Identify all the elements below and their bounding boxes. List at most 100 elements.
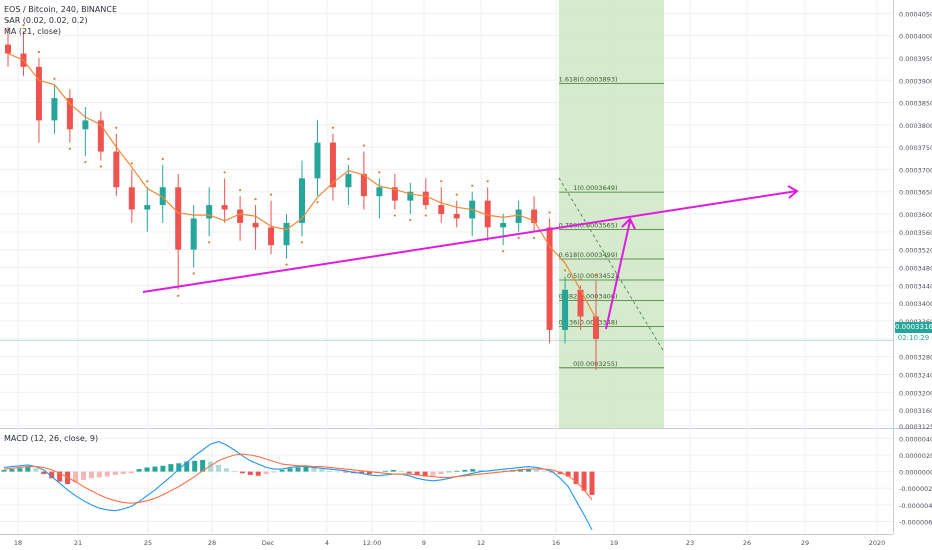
macd-histogram-bar <box>390 469 396 472</box>
price-tick-label: 0.0003800 <box>899 122 932 130</box>
macd-histogram-bar <box>49 471 55 479</box>
macd-histogram-bar <box>525 469 531 472</box>
macd-histogram-bar <box>359 471 365 474</box>
sar-dot <box>594 273 598 276</box>
macd-tick-label: 0.0000040 <box>899 435 932 443</box>
macd-histogram-bar <box>25 466 31 472</box>
macd-histogram-bar <box>343 471 349 473</box>
macd-histogram-bar <box>184 461 190 472</box>
time-tick-label: 12:00 <box>363 539 382 547</box>
macd-histogram-bar <box>33 468 39 472</box>
macd-histogram-bar <box>446 471 452 473</box>
signal-line <box>3 453 593 504</box>
macd-histogram-bar <box>80 471 86 480</box>
macd-histogram-bar <box>295 467 301 472</box>
macd-histogram-bar <box>311 467 317 472</box>
macd-histogram-bar <box>223 468 229 472</box>
candle-body <box>175 187 182 250</box>
macd-histogram-bar <box>581 471 587 491</box>
candle-body <box>515 209 522 223</box>
price-tick-label: 0.0003440 <box>899 282 932 290</box>
sar-dot <box>517 236 520 239</box>
candle-body <box>82 120 89 130</box>
candle-body <box>577 289 584 317</box>
sar-dot <box>347 157 350 161</box>
time-tick-label: 16 <box>552 539 560 547</box>
candle-body <box>144 205 151 210</box>
sar-dot <box>84 160 87 164</box>
candle-body <box>128 187 135 210</box>
macd-legend: MACD (12, 26, close, 9) <box>4 433 98 444</box>
macd-histogram-bar <box>160 465 166 472</box>
sar-dot <box>300 241 304 244</box>
sar-dot <box>502 250 505 253</box>
fib-dashed-line <box>558 177 665 353</box>
candle-body <box>283 222 290 246</box>
macd-histogram-bar <box>335 471 341 473</box>
macd-histogram-bar <box>208 461 214 472</box>
projection-arrowhead <box>621 217 636 230</box>
macd-histogram-bar <box>382 470 388 472</box>
ma-legend[interactable]: MA (21, close) <box>4 27 62 36</box>
macd-histogram-bar <box>478 469 484 472</box>
macd-histogram-bar <box>73 471 79 483</box>
macd-histogram-bar <box>128 471 134 474</box>
price-tick-label: 0.0003950 <box>899 55 932 63</box>
price-tick-label: 0.0003600 <box>899 211 932 219</box>
macd-histogram-bar <box>247 471 253 475</box>
macd-histogram-bar <box>462 469 468 472</box>
price-tick-label: 0.0003560 <box>899 229 932 237</box>
price-tick-label: 0.0003900 <box>899 77 932 85</box>
time-tick-label: 25 <box>144 539 152 547</box>
macd-histogram-bar <box>573 471 579 485</box>
macd-histogram-bar <box>279 469 285 472</box>
macd-histogram-bar <box>367 471 373 475</box>
macd-histogram-bar <box>112 471 118 475</box>
candle-body <box>221 205 228 210</box>
candle-body <box>51 98 58 121</box>
candle-body <box>268 227 275 246</box>
candle-body <box>531 209 538 223</box>
sar-dot <box>22 24 25 27</box>
sar-dot <box>316 201 319 204</box>
candle-body <box>593 316 599 339</box>
time-tick-label: 12 <box>477 539 485 547</box>
fib-level-label: 0(0.0003255) <box>573 360 617 368</box>
sar-dot <box>223 171 226 174</box>
candle-body <box>484 200 491 228</box>
sar-dot <box>6 19 10 22</box>
sar-dot <box>192 272 195 275</box>
macd-histogram-bar <box>533 469 539 472</box>
price-tick-label: 0.0003280 <box>899 354 932 362</box>
fib-level-label: 0.382(0.0003406) <box>559 292 618 300</box>
candle-body <box>97 120 104 152</box>
fib-level-label: 0.5(0.0003452) <box>567 272 618 280</box>
candle-body <box>345 173 352 188</box>
sar-dot <box>533 236 536 239</box>
sar-dot <box>99 165 102 168</box>
candle-body <box>299 178 305 223</box>
symbol-title[interactable]: EOS / Bitcoin, 240, BINANCE <box>4 5 118 14</box>
macd-title[interactable]: MACD (12, 26, close, 9) <box>4 434 99 443</box>
sar-dot <box>115 126 118 129</box>
sar-dot <box>440 180 443 183</box>
moving-average-line <box>7 52 597 320</box>
macd-tick-label: -0.0000020 <box>899 485 932 493</box>
candle-body <box>453 214 460 219</box>
candle-body <box>113 151 120 188</box>
sar-dot <box>208 241 211 244</box>
candle-body <box>159 187 166 206</box>
sar-dot <box>548 211 551 214</box>
candle-body <box>237 209 244 223</box>
macd-histogram-bar <box>406 471 412 474</box>
sar-legend[interactable]: SAR (0.02, 0.02, 0.2) <box>4 16 88 25</box>
candle-body <box>190 218 197 250</box>
sar-dot <box>254 197 257 201</box>
time-tick-label: Dec <box>262 539 275 547</box>
candle-body <box>252 222 259 228</box>
price-tick-label: 0.0003850 <box>899 100 932 108</box>
sar-dot <box>239 189 242 192</box>
macd-histogram-bar <box>589 471 595 495</box>
